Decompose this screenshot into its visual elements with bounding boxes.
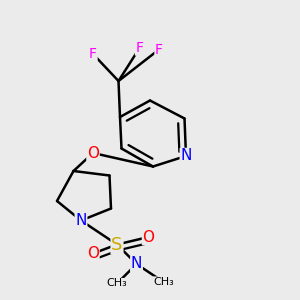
Text: CH₃: CH₃ bbox=[106, 278, 128, 289]
Text: F: F bbox=[89, 47, 97, 61]
Text: N: N bbox=[180, 148, 192, 164]
Text: O: O bbox=[87, 246, 99, 261]
Text: S: S bbox=[111, 236, 123, 253]
Text: O: O bbox=[87, 146, 99, 160]
Text: N: N bbox=[131, 256, 142, 272]
Text: CH₃: CH₃ bbox=[153, 277, 174, 287]
Text: N: N bbox=[75, 213, 87, 228]
Text: O: O bbox=[142, 230, 154, 244]
Text: F: F bbox=[155, 43, 163, 56]
Text: F: F bbox=[136, 41, 143, 55]
